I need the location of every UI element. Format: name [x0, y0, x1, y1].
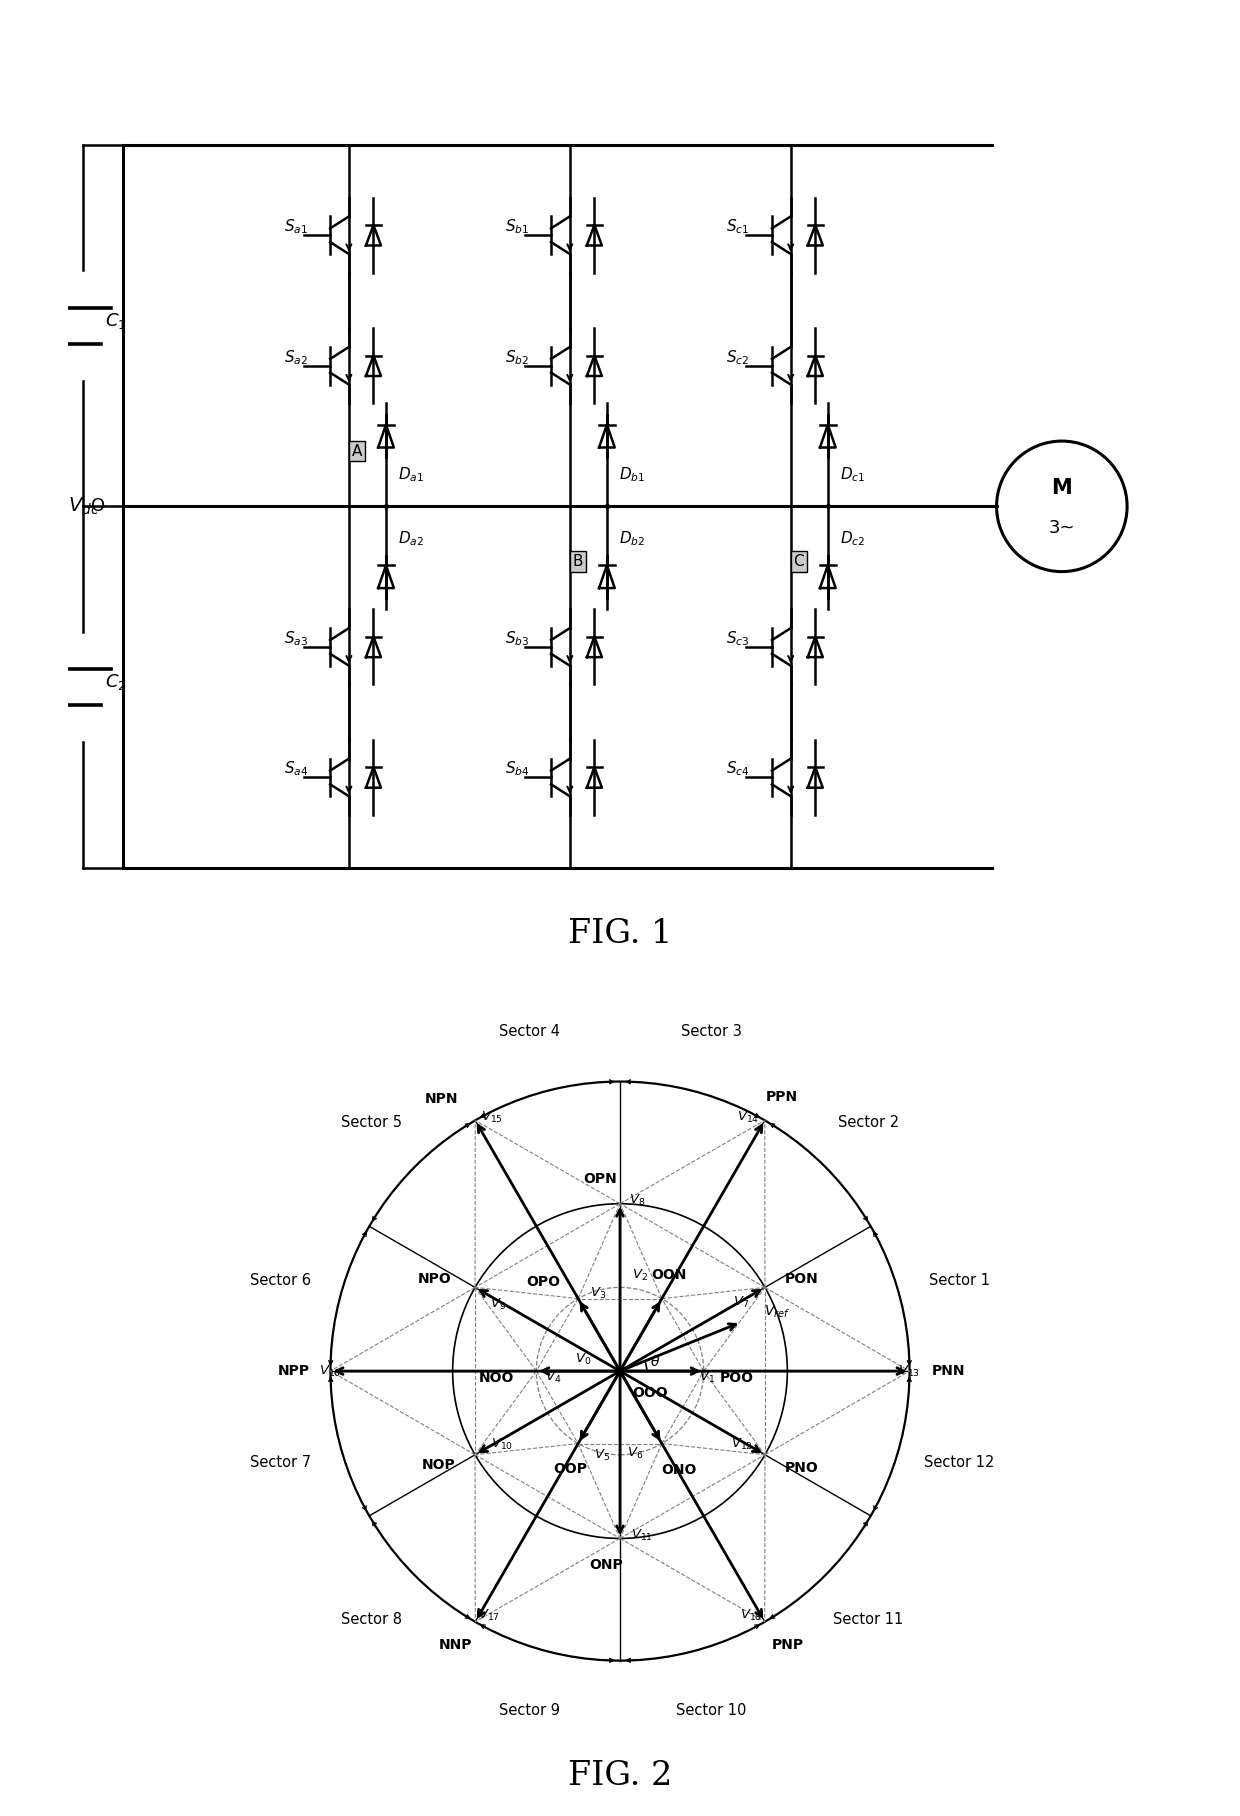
Text: PNN: PNN	[931, 1364, 965, 1378]
Text: OOO: OOO	[632, 1386, 668, 1400]
Text: $S_{a2}$: $S_{a2}$	[284, 349, 308, 367]
Text: Sector 3: Sector 3	[681, 1024, 742, 1039]
Text: Sector 2: Sector 2	[838, 1115, 899, 1130]
Text: PPN: PPN	[765, 1090, 797, 1104]
Text: A: A	[352, 443, 362, 459]
Text: $V_4$: $V_4$	[544, 1371, 562, 1386]
Text: C: C	[794, 554, 804, 568]
Text: $V_{15}$: $V_{15}$	[481, 1110, 503, 1124]
Text: $V_{dc}$: $V_{dc}$	[68, 496, 99, 518]
Text: Sector 8: Sector 8	[341, 1613, 402, 1627]
Text: $V_{11}$: $V_{11}$	[631, 1527, 652, 1542]
Text: NNP: NNP	[439, 1638, 472, 1653]
Text: $V_0$: $V_0$	[575, 1351, 591, 1367]
Text: $S_{a3}$: $S_{a3}$	[284, 628, 308, 648]
Text: $V_{13}$: $V_{13}$	[899, 1364, 920, 1378]
Text: NOO: NOO	[479, 1371, 513, 1386]
Text: $D_{c2}$: $D_{c2}$	[839, 528, 866, 548]
Text: $S_{c4}$: $S_{c4}$	[725, 759, 750, 779]
Text: $V_5$: $V_5$	[594, 1447, 610, 1464]
Text: Sector 1: Sector 1	[929, 1273, 990, 1288]
Text: B: B	[573, 554, 583, 568]
Text: Sector 12: Sector 12	[924, 1455, 994, 1469]
Text: OON: OON	[651, 1268, 686, 1282]
Text: ONP: ONP	[590, 1558, 624, 1573]
Text: NPO: NPO	[418, 1271, 451, 1286]
Text: NOP: NOP	[422, 1458, 455, 1471]
Text: $V_2$: $V_2$	[632, 1268, 649, 1282]
Text: $S_{b2}$: $S_{b2}$	[505, 349, 529, 367]
Text: $V_{10}$: $V_{10}$	[491, 1436, 513, 1453]
Text: $C_2$: $C_2$	[105, 672, 126, 692]
Text: Sector 6: Sector 6	[250, 1273, 311, 1288]
Text: $V_{16}$: $V_{16}$	[320, 1364, 341, 1378]
Text: $V_8$: $V_8$	[629, 1193, 645, 1208]
Text: PNO: PNO	[785, 1462, 818, 1475]
Text: OPO: OPO	[526, 1275, 560, 1289]
Text: M: M	[1052, 478, 1073, 498]
Text: POO: POO	[720, 1371, 754, 1386]
Text: $V_{17}$: $V_{17}$	[477, 1607, 500, 1624]
Text: $V_9$: $V_9$	[490, 1297, 507, 1311]
Text: $S_{c1}$: $S_{c1}$	[727, 218, 749, 236]
Text: $V_{ref}$: $V_{ref}$	[765, 1304, 791, 1320]
Text: $D_{b1}$: $D_{b1}$	[619, 465, 645, 483]
Text: Sector 10: Sector 10	[676, 1703, 746, 1718]
Text: $S_{a4}$: $S_{a4}$	[284, 759, 308, 779]
Text: PNP: PNP	[773, 1638, 805, 1653]
Text: OOP: OOP	[553, 1462, 587, 1476]
Text: Sector 7: Sector 7	[250, 1455, 311, 1469]
Text: $\theta$: $\theta$	[650, 1353, 660, 1369]
Text: $S_{b1}$: $S_{b1}$	[505, 218, 529, 236]
Text: O: O	[91, 498, 105, 516]
Text: PON: PON	[785, 1271, 818, 1286]
Text: $D_{b2}$: $D_{b2}$	[619, 528, 645, 548]
Text: Sector 4: Sector 4	[498, 1024, 559, 1039]
Text: $S_{b4}$: $S_{b4}$	[505, 759, 529, 779]
Text: NPP: NPP	[278, 1364, 310, 1378]
Text: $S_{c3}$: $S_{c3}$	[727, 628, 749, 648]
Text: $D_{a2}$: $D_{a2}$	[398, 528, 424, 548]
Text: $V_6$: $V_6$	[627, 1446, 644, 1462]
Text: $V_{18}$: $V_{18}$	[740, 1607, 763, 1624]
Text: 3~: 3~	[1049, 519, 1075, 538]
Text: $D_{a1}$: $D_{a1}$	[398, 465, 424, 483]
Text: $V_{12}$: $V_{12}$	[730, 1436, 753, 1453]
Text: Sector 11: Sector 11	[833, 1613, 904, 1627]
Text: $V_3$: $V_3$	[590, 1286, 606, 1300]
Text: $C_1$: $C_1$	[105, 311, 126, 331]
Text: FIG. 2: FIG. 2	[568, 1760, 672, 1792]
Text: $V_{14}$: $V_{14}$	[737, 1110, 759, 1124]
Text: Sector 5: Sector 5	[341, 1115, 402, 1130]
Text: $D_{c1}$: $D_{c1}$	[839, 465, 866, 483]
Text: FIG. 1: FIG. 1	[568, 919, 672, 950]
Text: $S_{b3}$: $S_{b3}$	[505, 628, 529, 648]
Text: ONO: ONO	[661, 1464, 697, 1478]
Text: $S_{c2}$: $S_{c2}$	[727, 349, 749, 367]
Text: $S_{a1}$: $S_{a1}$	[284, 218, 308, 236]
Text: NPN: NPN	[425, 1091, 459, 1106]
Text: $V_7$: $V_7$	[733, 1295, 750, 1309]
Text: $V_1$: $V_1$	[699, 1371, 715, 1386]
Text: OPN: OPN	[583, 1171, 616, 1186]
Text: Sector 9: Sector 9	[498, 1703, 559, 1718]
